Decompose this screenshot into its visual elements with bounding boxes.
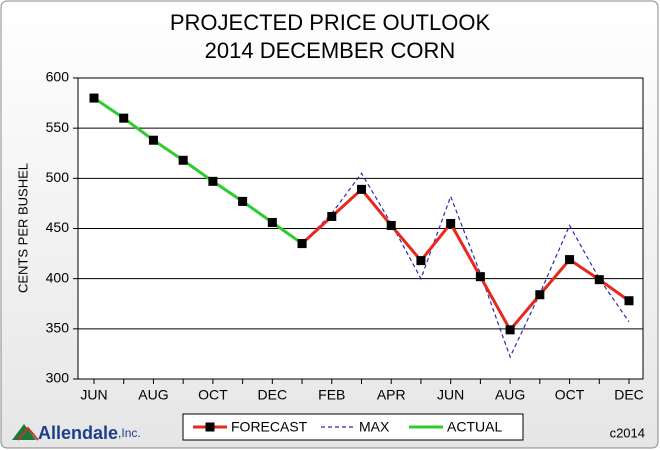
data-point [238, 196, 248, 206]
data-point [624, 296, 634, 306]
copyright: c2014 [610, 425, 645, 440]
legend-label: MAX [359, 419, 390, 435]
data-point [327, 211, 337, 221]
data-point [535, 290, 545, 300]
series-line [301, 172, 630, 359]
y-tick-label: 500 [46, 169, 70, 185]
chart-subtitle: 2014 DECEMBER CORN [205, 38, 456, 63]
data-point [267, 217, 277, 227]
series-line [93, 96, 303, 245]
data-point [148, 135, 158, 145]
legend-marker [205, 422, 215, 432]
series-line [301, 187, 630, 333]
legend-label: ACTUAL [447, 419, 502, 435]
x-tick-label: DEC [614, 387, 644, 403]
x-tick-label: JUN [437, 387, 464, 403]
y-tick-label: 350 [46, 320, 70, 336]
x-tick-label: AUG [138, 387, 168, 403]
data-point [505, 325, 515, 335]
y-tick-label: 450 [46, 219, 70, 235]
data-point [386, 220, 396, 230]
x-tick-label: OCT [198, 387, 228, 403]
data-point [357, 184, 366, 194]
data-point [565, 255, 575, 265]
brand-name: Allendale [38, 423, 118, 443]
data-point [416, 256, 426, 266]
logo-icon [17, 426, 39, 441]
x-tick-label: JUN [80, 387, 107, 403]
legend-label: FORECAST [231, 419, 308, 435]
x-tick-label: OCT [555, 387, 585, 403]
y-tick-label: 550 [46, 119, 70, 135]
y-tick-label: 300 [46, 370, 70, 386]
chart-title: PROJECTED PRICE OUTLOOK [170, 10, 491, 35]
data-point [446, 218, 456, 228]
data-point [297, 239, 307, 249]
x-tick-label: APR [377, 387, 406, 403]
x-tick-label: DEC [258, 387, 288, 403]
data-point [208, 176, 218, 186]
brand: Allendale,Inc. [38, 423, 141, 443]
data-point [594, 275, 604, 285]
brand-suffix: ,Inc. [118, 426, 141, 440]
data-point [475, 272, 485, 282]
x-tick-label: AUG [495, 387, 525, 403]
y-tick-label: 400 [46, 269, 70, 285]
x-tick-label: FEB [318, 387, 345, 403]
y-tick-label: 600 [46, 69, 70, 85]
data-point [89, 93, 99, 103]
data-point [178, 155, 188, 165]
y-axis-label: CENTS PER BUSHEL [15, 163, 30, 293]
data-point [119, 113, 129, 123]
